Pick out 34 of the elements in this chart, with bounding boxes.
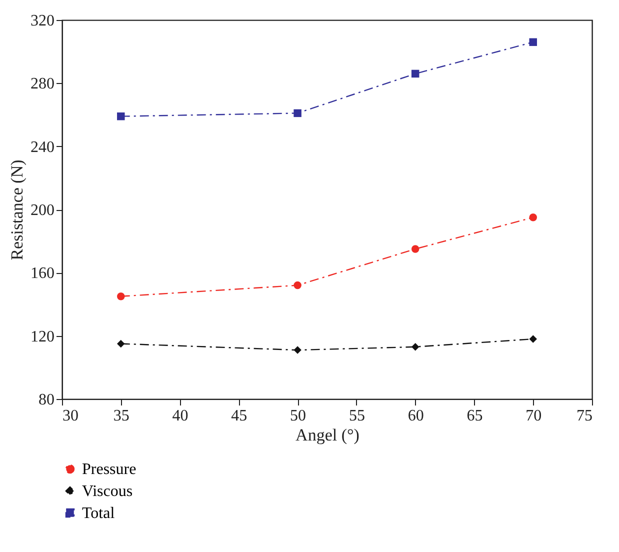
- x-tick-label: 55: [348, 408, 365, 424]
- point: [529, 335, 537, 343]
- x-tick-label: 60: [408, 408, 424, 424]
- point: [411, 245, 420, 253]
- x-tick-label: 40: [172, 408, 188, 424]
- x-tick-label: 70: [526, 408, 542, 424]
- legend-label: Viscous: [82, 483, 133, 500]
- x-tick-label: 50: [290, 408, 306, 424]
- x-tick-label: 65: [466, 408, 483, 424]
- point: [117, 340, 125, 348]
- x-axis-title: Angel (°): [296, 426, 360, 444]
- point: [294, 109, 302, 118]
- point: [117, 112, 125, 120]
- y-tick-label: 200: [30, 202, 54, 219]
- point: [117, 292, 125, 300]
- point: [294, 281, 302, 290]
- y-tick-label: 160: [30, 265, 54, 282]
- legend-label: Total: [82, 505, 116, 522]
- y-axis-title: Resistance (N): [8, 160, 26, 260]
- point: [411, 343, 420, 351]
- y-tick-label: 80: [38, 392, 54, 408]
- y-tick-label: 280: [30, 76, 54, 93]
- x-tick-label: 30: [62, 408, 78, 424]
- point: [294, 346, 302, 354]
- y-tick-label: 320: [30, 12, 54, 30]
- point: [529, 38, 537, 46]
- x-tick-label: 75: [576, 408, 592, 424]
- point: [529, 214, 537, 222]
- y-tick-label: 120: [30, 328, 54, 346]
- point: [411, 70, 420, 78]
- x-tick-label: 35: [113, 408, 130, 424]
- y-tick-label: 240: [30, 138, 54, 156]
- legend-label: Pressure: [82, 461, 136, 478]
- x-tick-label: 45: [231, 408, 248, 424]
